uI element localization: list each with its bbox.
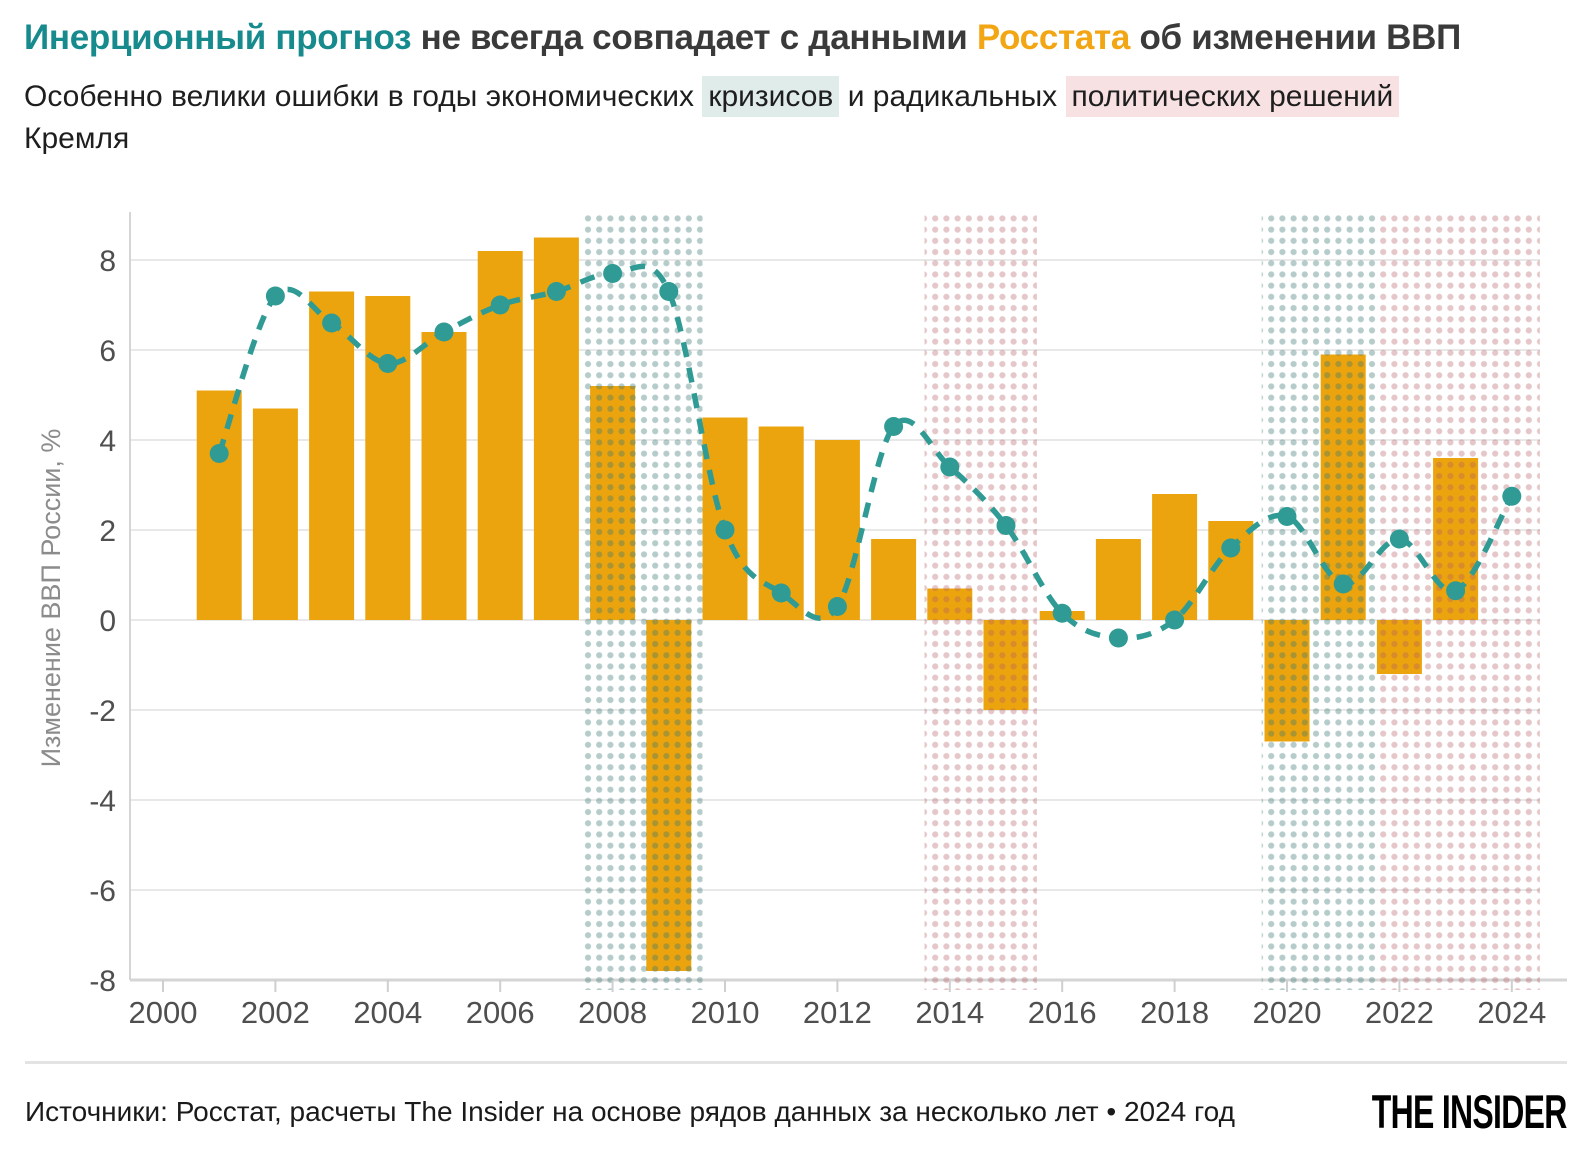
y-tick-label: 2 [99, 515, 116, 548]
x-tick-label: 2020 [1253, 995, 1322, 1030]
forecast-point-2014 [940, 457, 960, 477]
forecast-point-2015 [996, 516, 1016, 535]
page-subtitle-line2: Кремля [24, 122, 130, 155]
page-title: Инерционный прогноз не всегда совпадает … [24, 16, 1568, 60]
bar-2018 [1152, 494, 1198, 620]
forecast-point-2006 [490, 295, 510, 315]
x-tick-label: 2000 [129, 995, 198, 1030]
bar-2017 [1095, 539, 1141, 620]
forecast-point-2008 [603, 264, 623, 283]
band-teal [1261, 212, 1377, 990]
forecast-point-2011 [771, 583, 791, 603]
x-tick-label: 2018 [1140, 995, 1209, 1030]
x-tick-label: 2010 [691, 995, 760, 1030]
forecast-point-2022 [1389, 529, 1409, 549]
forecast-point-2021 [1333, 574, 1353, 594]
forecast-point-2012 [827, 597, 847, 616]
band-teal [584, 212, 703, 990]
forecast-point-2013 [884, 417, 904, 436]
x-tick-label: 2004 [353, 995, 422, 1030]
bar-2019 [1208, 521, 1254, 620]
bar-2013 [871, 539, 917, 620]
forecast-point-2003 [322, 313, 342, 333]
y-tick-label: -6 [89, 875, 116, 908]
chart-header: Инерционный прогноз не всегда совпадает … [0, 0, 1592, 160]
bar-2012 [814, 440, 860, 620]
forecast-point-2009 [659, 282, 679, 301]
forecast-point-2023 [1446, 581, 1466, 601]
forecast-point-2002 [265, 286, 285, 306]
bar-2010 [702, 417, 748, 620]
y-tick-label: 8 [99, 245, 116, 278]
forecast-point-2016 [1052, 603, 1072, 623]
x-tick-label: 2006 [466, 995, 535, 1030]
bar-2002 [252, 408, 298, 620]
x-tick-label: 2014 [915, 995, 984, 1030]
y-tick-label: -8 [89, 965, 116, 998]
title-part-plain-1: не всегда совпадает с данными [411, 18, 977, 57]
x-tick-label: 2002 [241, 995, 310, 1030]
bar-2005 [421, 332, 467, 620]
y-tick-label: 6 [99, 335, 116, 368]
x-tick-label: 2012 [803, 995, 872, 1030]
forecast-point-2001 [209, 444, 229, 463]
forecast-point-2017 [1108, 628, 1128, 648]
subtitle-part-plain-1: Особенно велики ошибки в годы экономичес… [24, 80, 703, 113]
forecast-point-2018 [1165, 610, 1185, 630]
page-subtitle: Особенно велики ошибки в годы экономичес… [24, 76, 1568, 118]
subtitle-highlight-crises: кризисов [702, 76, 840, 117]
y-tick-label: 0 [99, 605, 116, 638]
forecast-point-2019 [1221, 538, 1241, 558]
title-part-rosstat: Росстата [976, 18, 1131, 57]
y-tick-label: 4 [99, 425, 116, 458]
subtitle-part-plain-2: и радикальных [839, 80, 1066, 113]
bar-2004 [365, 296, 411, 620]
forecast-point-2010 [715, 520, 735, 540]
band-pink [924, 212, 1037, 990]
band-pink [1376, 212, 1540, 990]
y-tick-label: -2 [89, 695, 116, 728]
x-tick-label: 2024 [1477, 995, 1546, 1030]
the-insider-logo: THE INSIDER [1372, 1085, 1568, 1138]
x-tick-label: 2022 [1365, 995, 1434, 1030]
chart-footer: Источники: Росстат, расчеты The Insider … [25, 1061, 1568, 1139]
y-axis-title: Изменение ВВП России, % [36, 429, 66, 768]
source-note: Источники: Росстат, расчеты The Insider … [25, 1095, 1235, 1127]
subtitle-highlight-political: политических решений [1065, 76, 1400, 117]
y-tick-label: -4 [89, 785, 116, 818]
forecast-point-2007 [546, 282, 566, 301]
x-tick-label: 2016 [1028, 995, 1097, 1030]
gdp-chart: 2000 2002 2004 2006 2008 2010 2012 2014 2016 2018… [36, 212, 1567, 1030]
x-tick-label: 2008 [578, 995, 647, 1030]
bar-2001 [196, 390, 242, 620]
title-part-plain-2: об изменении ВВП [1130, 18, 1461, 57]
forecast-point-2004 [378, 354, 398, 373]
bar-2003 [309, 291, 355, 620]
forecast-point-2005 [434, 322, 454, 342]
title-part-forecast: Инерционный прогноз [24, 18, 412, 57]
forecast-point-2020 [1277, 507, 1297, 526]
bar-2007 [533, 237, 579, 620]
forecast-point-2024 [1502, 486, 1522, 506]
